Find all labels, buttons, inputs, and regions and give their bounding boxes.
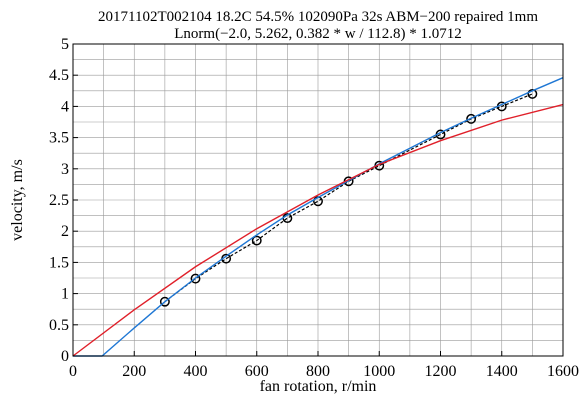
- data-point-marker: [527, 88, 538, 99]
- y-axis-label: velocity, m/s: [9, 159, 26, 241]
- y-tick-label: 3.5: [49, 130, 69, 147]
- plot-series: [72, 77, 564, 357]
- y-tick-label: 1: [61, 286, 69, 303]
- y-tick-label: 0.5: [49, 317, 69, 334]
- y-tick-label: 5: [61, 36, 69, 53]
- y-tick-label: 1.5: [49, 254, 69, 271]
- y-tick-label: 4: [61, 98, 69, 115]
- chart-title-line1: 20171102T002104 18.2C 54.5% 102090Pa 32s…: [98, 9, 538, 25]
- y-tick-label: 2.5: [49, 192, 69, 209]
- x-axis-label: fan rotation, r/min: [260, 378, 377, 395]
- x-tick-label: 600: [245, 363, 269, 380]
- grid: [73, 44, 563, 356]
- data-point-marker: [466, 113, 477, 124]
- y-tick-label: 3: [61, 161, 69, 178]
- data-point-marker: [251, 235, 262, 246]
- x-tick-label: 1200: [425, 363, 457, 380]
- data-point-marker: [159, 296, 170, 307]
- data-point-marker: [190, 273, 201, 284]
- x-tick-label: 400: [184, 363, 208, 380]
- x-tick-label: 200: [122, 363, 146, 380]
- series-dashed-line-0: [164, 93, 533, 303]
- x-tick-label: 1000: [363, 363, 395, 380]
- tick-labels: 0 200 400 600 800 1000 1200 1400 1600 0 0.5 1 1.5 2 2.…: [49, 36, 579, 380]
- series-line-1: [73, 77, 564, 357]
- y-tick-label: 0: [61, 348, 69, 365]
- y-tick-label: 2: [61, 223, 69, 240]
- x-tick-label: 800: [306, 363, 330, 380]
- chart-title-line2: Lnorm(−2.0, 5.262, 0.382 * w / 112.8) * …: [174, 26, 461, 42]
- x-tick-label: 0: [69, 363, 77, 380]
- series-line-2: [72, 103, 564, 357]
- x-tick-label: 1600: [547, 363, 579, 380]
- x-tick-label: 1400: [486, 363, 518, 380]
- y-tick-label: 4.5: [49, 67, 69, 84]
